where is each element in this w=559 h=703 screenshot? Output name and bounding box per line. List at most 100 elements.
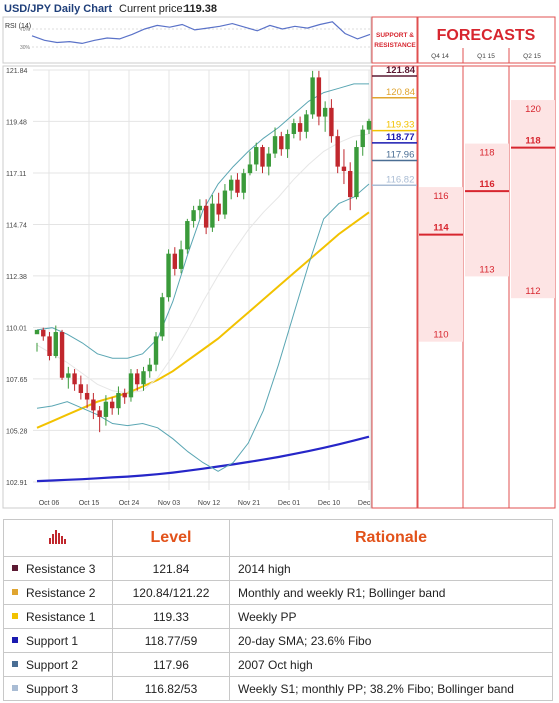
candle-up <box>360 129 365 148</box>
x-tick-label: Oct 24 <box>119 500 140 507</box>
plot-frame <box>2 65 372 509</box>
chart-title: USD/JPY Daily Chart <box>4 3 112 15</box>
forecast-col-q1: Q1 15 <box>477 53 495 60</box>
candle-up <box>247 164 253 174</box>
table-icon-cell <box>3 519 113 557</box>
level-value: 120.84/121.22 <box>112 580 230 605</box>
level-color-swatch <box>12 565 18 572</box>
current-price-label: Current price: <box>119 3 186 15</box>
candle-up <box>197 205 203 211</box>
candle-up <box>160 297 165 337</box>
candle-down <box>341 166 347 171</box>
y-tick-label: 105.28 <box>6 428 28 435</box>
bollinger-lower-line <box>36 183 370 472</box>
candle-up <box>266 153 271 167</box>
sma200-line <box>36 435 370 483</box>
level-value: 116.82/53 <box>112 676 230 701</box>
candle-up <box>153 336 159 365</box>
candle-up <box>128 373 134 398</box>
forecast-range <box>465 143 509 277</box>
rsi-tick-70: 70% <box>20 27 31 33</box>
candle-down <box>348 170 353 198</box>
x-tick-label: Oct 15 <box>79 500 100 507</box>
candle-up <box>166 253 171 298</box>
y-tick-label: 102.91 <box>6 480 28 487</box>
candle-up <box>354 147 359 198</box>
x-tick-label: Nov 03 <box>158 500 180 507</box>
forecast-median: 114 <box>433 223 449 234</box>
candle-up <box>254 147 259 165</box>
table-header-level: Level <box>112 519 230 557</box>
candle-down <box>47 336 52 356</box>
candle-up <box>322 107 328 117</box>
candle-down <box>329 107 334 137</box>
candle-up <box>116 392 121 409</box>
forecast-range <box>511 100 555 299</box>
candle-up <box>210 203 215 228</box>
forecast-median: 116 <box>479 179 494 190</box>
candle-down <box>335 136 340 167</box>
level-name-cell: Resistance 2 <box>3 580 113 605</box>
candle-up <box>185 221 190 250</box>
candle-down <box>172 253 178 269</box>
forecast-low: 112 <box>525 286 540 297</box>
support-resistance-column: SUPPORT & RESISTANCE 121.84120.84119.331… <box>371 16 418 509</box>
forecast-low: 113 <box>479 264 494 275</box>
y-tick-label: 117.11 <box>6 171 26 178</box>
level-name-cell: Support 2 <box>3 652 113 677</box>
sr-body-box <box>371 65 418 509</box>
rsi-panel: RSI (14) 70% 30% <box>2 16 372 64</box>
candle-up <box>53 332 58 356</box>
forecast-range <box>419 187 463 342</box>
candle-down <box>216 203 221 215</box>
level-value: 121.84 <box>112 556 230 581</box>
candle-down <box>316 77 322 117</box>
level-rationale: Weekly S1; monthly PP; 38.2% Fibo; Bolli… <box>229 676 553 701</box>
sr-header-line2: RESISTANCE <box>374 42 416 49</box>
x-tick-label: Nov 12 <box>198 500 220 507</box>
table-row: Resistance 1 119.33 Weekly PP <box>3 604 553 629</box>
level-rationale: Monthly and weekly R1; Bollinger band <box>229 580 553 605</box>
sr-header-box <box>371 16 418 64</box>
sr-level-value: 120.84 <box>386 87 415 98</box>
chart-header: USD/JPY Daily Chart Current price: 119.3… <box>4 3 217 15</box>
candle-down <box>135 373 140 385</box>
level-color-swatch <box>12 661 18 668</box>
level-name-cell: Support 1 <box>3 628 113 653</box>
x-tick-label: Dec 10 <box>318 500 340 507</box>
candle-up <box>304 114 309 132</box>
x-axis-ticks: Oct 06 Oct 15 Oct 24 Nov 03 Nov 12 Nov 21 Dec … <box>39 500 381 507</box>
rsi-label: RSI (14) <box>5 23 31 30</box>
candle-up <box>272 136 278 154</box>
sr-level-value: 117.96 <box>386 149 414 160</box>
candle-down <box>84 392 90 400</box>
x-tick-label: Nov 21 <box>238 500 260 507</box>
forecast-high: 118 <box>479 148 494 159</box>
table-row: Support 1 118.77/59 20-day SMA; 23.6% Fibo <box>3 628 553 653</box>
level-name-cell: Resistance 1 <box>3 604 113 629</box>
candle-down <box>203 205 209 228</box>
level-color-swatch <box>12 685 18 692</box>
table-row: Resistance 2 120.84/121.22 Monthly and wee… <box>3 580 553 605</box>
level-value: 119.33 <box>112 604 230 629</box>
candle-up <box>310 77 315 115</box>
y-tick-label: 112.38 <box>6 274 27 281</box>
forecast-high: 116 <box>433 191 448 202</box>
forecast-bars: 116 114 110 118 116 113 120 118 112 <box>419 100 555 342</box>
candle-up <box>285 133 290 150</box>
candle-down <box>122 392 127 398</box>
candle-down <box>91 399 96 411</box>
rsi-line <box>31 21 371 45</box>
candle-down <box>109 401 115 409</box>
x-tick-label: Dec 01 <box>278 500 300 507</box>
candle-up <box>241 173 246 193</box>
level-name: Resistance 3 <box>26 561 96 576</box>
sr-level-value: 118.77 <box>386 132 415 143</box>
level-color-swatch <box>12 637 18 644</box>
sr-header-line1: SUPPORT & <box>376 32 414 39</box>
y-tick-label: 119.48 <box>6 119 27 126</box>
forecast-panel: FORECASTS Q4 14 Q1 15 Q2 15 116 114 110 118… <box>417 16 556 509</box>
rsi-tick-30: 30% <box>20 45 31 51</box>
level-name: Support 1 <box>26 633 79 648</box>
